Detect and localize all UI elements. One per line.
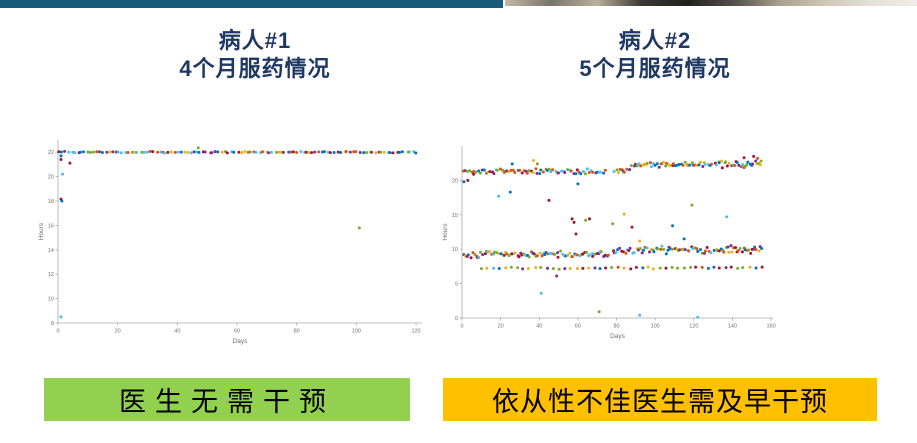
svg-text:5: 5	[455, 282, 458, 288]
svg-text:Hours: Hours	[442, 223, 449, 241]
svg-text:120: 120	[689, 324, 698, 330]
svg-text:60: 60	[234, 329, 240, 335]
svg-text:18: 18	[48, 199, 54, 205]
svg-text:160: 160	[766, 324, 775, 330]
patient1-title-line2: 4个月服药情况	[179, 56, 331, 81]
patient2-status-banner: 依从性不佳医生需及早干预	[443, 378, 877, 421]
svg-text:0: 0	[460, 324, 463, 330]
svg-text:100: 100	[651, 324, 660, 330]
top-accent-bar	[0, 0, 503, 8]
svg-text:40: 40	[174, 329, 180, 335]
svg-text:20: 20	[115, 329, 121, 335]
svg-text:0: 0	[455, 316, 458, 322]
svg-text:100: 100	[352, 329, 361, 335]
svg-text:0: 0	[56, 329, 59, 335]
patient1-status-banner: 医生无需干预	[44, 378, 410, 421]
svg-text:120: 120	[411, 329, 420, 335]
svg-text:60: 60	[575, 324, 581, 330]
svg-text:20: 20	[48, 175, 54, 181]
patient1-title-line1: 病人#1	[218, 28, 292, 53]
svg-text:10: 10	[452, 247, 458, 253]
svg-text:14: 14	[48, 248, 54, 254]
patient2-medication-scatter-chart: 0 20 40 60 80 100 120 140 160 0 5 10 15 20 Days Hours	[440, 138, 785, 350]
svg-text:Days: Days	[610, 333, 626, 340]
patient2-status-label: 依从性不佳医生需及早干预	[492, 387, 828, 417]
svg-text:80: 80	[294, 329, 300, 335]
svg-text:12: 12	[48, 272, 54, 278]
svg-text:10: 10	[48, 297, 54, 303]
svg-text:Hours: Hours	[38, 222, 45, 240]
svg-text:40: 40	[536, 324, 542, 330]
svg-text:15: 15	[452, 213, 458, 219]
svg-text:80: 80	[613, 324, 619, 330]
svg-text:22: 22	[48, 150, 54, 156]
patient2-title-line2: 5个月服药情况	[579, 56, 731, 81]
svg-text:16: 16	[48, 223, 54, 229]
svg-text:8: 8	[51, 321, 54, 327]
patient1-medication-scatter-chart: 0 20 40 60 80 100 120 8 10 12 14 16 18 20 22 Days Hours	[35, 128, 430, 356]
svg-text:140: 140	[728, 324, 737, 330]
patient2-title-line1: 病人#2	[618, 28, 692, 53]
patient2-title: 病人#2 5个月服药情况	[488, 27, 822, 83]
patient1-status-label: 医生无需干预	[119, 387, 335, 417]
svg-text:20: 20	[452, 178, 458, 184]
patient1-title: 病人#1 4个月服药情况	[88, 27, 422, 83]
svg-text:Days: Days	[233, 338, 249, 345]
photo-strip	[505, 0, 917, 6]
svg-text:20: 20	[498, 324, 504, 330]
